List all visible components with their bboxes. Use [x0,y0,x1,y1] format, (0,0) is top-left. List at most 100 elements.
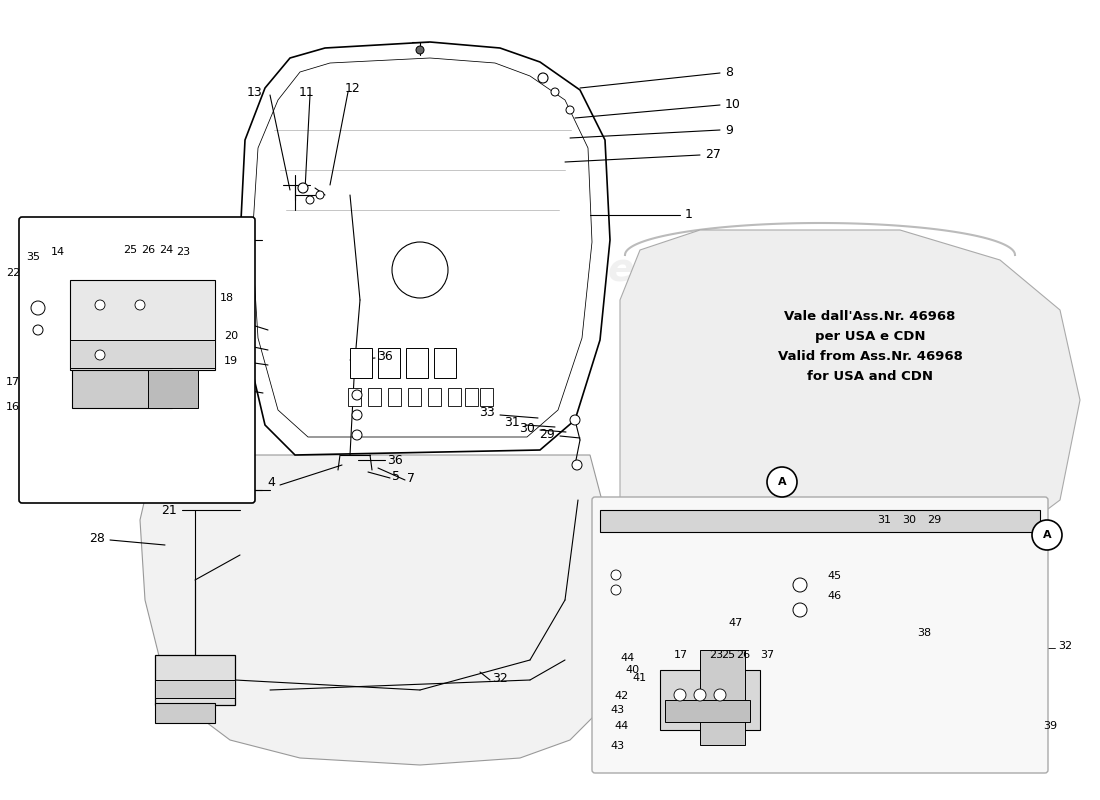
Text: eurospares: eurospares [607,251,852,289]
Text: 26: 26 [141,245,155,255]
Text: Vale dall'Ass.Nr. 46968
per USA e CDN
Valid from Ass.Nr. 46968
for USA and CDN: Vale dall'Ass.Nr. 46968 per USA e CDN Va… [778,310,962,383]
Text: 10: 10 [725,98,741,111]
Bar [480,388,493,406]
Text: 39: 39 [1043,721,1057,731]
Text: 25: 25 [123,245,138,255]
Text: 35: 35 [26,252,40,262]
Text: 27: 27 [705,149,720,162]
Circle shape [95,350,104,360]
Text: 17: 17 [674,650,688,660]
Text: 41: 41 [632,673,647,683]
Text: 16: 16 [6,402,20,412]
Polygon shape [240,42,611,455]
Circle shape [767,467,798,497]
Text: 11: 11 [299,86,315,98]
Text: 14: 14 [51,247,65,257]
Bar [666,700,750,722]
Text: 40: 40 [626,665,640,675]
Polygon shape [140,455,615,765]
Circle shape [352,390,362,400]
Text: 32: 32 [492,671,508,685]
Text: 42: 42 [615,691,629,701]
Text: 2: 2 [207,306,215,318]
Circle shape [610,585,621,595]
Text: 6: 6 [202,375,210,389]
Circle shape [416,46,424,54]
Text: 26: 26 [736,650,750,660]
Text: 18: 18 [220,293,234,303]
Text: 37: 37 [760,650,774,660]
Circle shape [31,301,45,315]
Circle shape [674,689,686,701]
Bar [348,388,361,406]
Text: 43: 43 [610,741,625,751]
Text: 5: 5 [392,470,400,482]
Text: A: A [1043,530,1052,540]
Text: 13: 13 [246,86,262,98]
Text: 45: 45 [827,571,842,581]
Text: 30: 30 [902,515,916,525]
Circle shape [572,460,582,470]
Polygon shape [620,230,1080,580]
Bar [600,510,1040,532]
Bar [660,670,760,730]
Bar [448,388,461,406]
FancyBboxPatch shape [592,497,1048,773]
Circle shape [551,88,559,96]
Text: 29: 29 [539,427,556,441]
Text: 31: 31 [504,417,520,430]
Circle shape [298,183,308,193]
Text: 24: 24 [158,245,173,255]
Circle shape [316,191,324,199]
Circle shape [610,570,621,580]
Text: 30: 30 [519,422,535,434]
Bar [155,655,235,705]
Text: 34: 34 [199,330,214,343]
Text: 36: 36 [377,350,393,362]
Text: 47: 47 [728,618,743,628]
Text: 3: 3 [207,349,215,362]
Text: 15: 15 [194,483,210,497]
Text: 20: 20 [224,331,238,341]
Bar [388,388,401,406]
Circle shape [392,242,448,298]
Text: 32: 32 [1058,641,1072,651]
Bar [378,348,400,378]
Circle shape [135,300,145,310]
Bar [406,348,428,378]
Bar [72,370,172,408]
Text: 8: 8 [725,66,733,79]
Circle shape [566,106,574,114]
Text: 25: 25 [720,650,735,660]
Text: 28: 28 [89,531,104,545]
Bar [148,370,198,408]
Bar [434,348,456,378]
Text: 12: 12 [345,82,361,95]
Bar [70,280,214,370]
Bar [368,388,381,406]
Circle shape [793,603,807,617]
Circle shape [1032,520,1062,550]
Text: eurospares: eurospares [642,606,817,634]
Text: eurospares: eurospares [217,291,463,329]
Text: 17: 17 [6,377,20,387]
Text: 44: 44 [620,653,635,663]
Text: 31: 31 [877,515,891,525]
Text: 23: 23 [176,247,190,257]
Text: 23: 23 [708,650,723,660]
Text: 21: 21 [162,503,177,517]
Text: 43: 43 [610,705,625,715]
Circle shape [714,689,726,701]
Bar [155,680,235,698]
Circle shape [570,415,580,425]
Bar [70,340,214,368]
Text: 38: 38 [917,628,931,638]
Circle shape [306,196,313,204]
Circle shape [95,300,104,310]
Text: 7: 7 [407,471,415,485]
Circle shape [538,73,548,83]
Text: 33: 33 [480,406,495,419]
Bar [428,388,441,406]
Bar [408,388,421,406]
Text: 1: 1 [685,209,693,222]
